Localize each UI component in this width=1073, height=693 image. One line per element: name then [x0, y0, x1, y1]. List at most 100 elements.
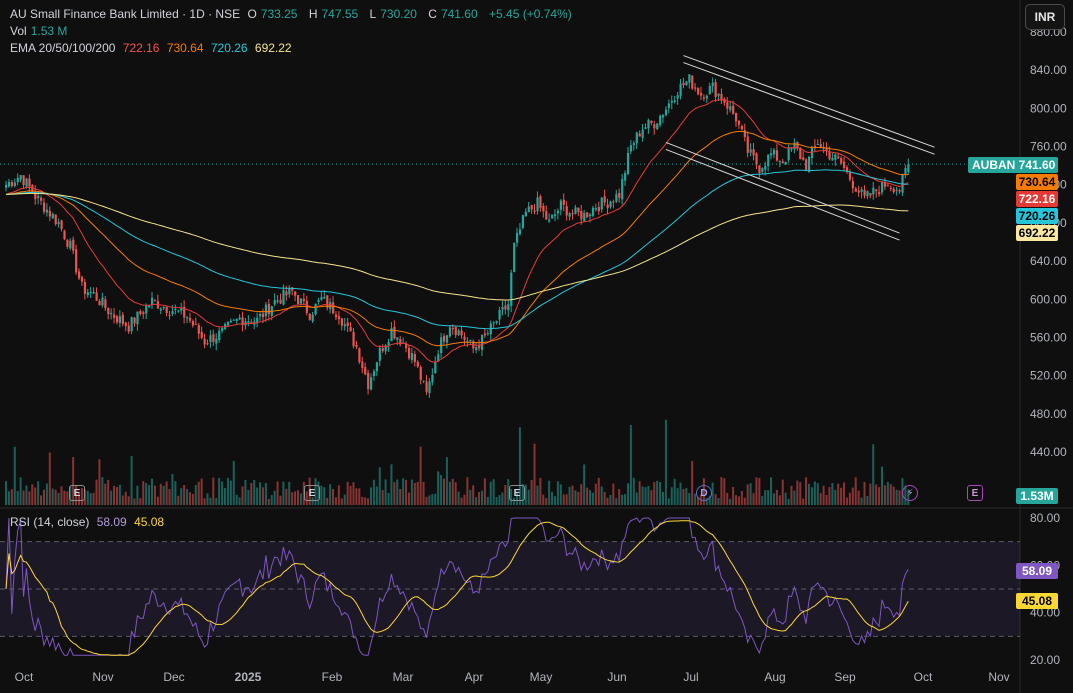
candle-body [886, 185, 890, 187]
volume-bar [151, 478, 153, 505]
volume-bar [51, 488, 54, 505]
candle-body [183, 306, 186, 318]
candle-body [670, 101, 673, 103]
candle-body [177, 310, 180, 312]
volume-bar [688, 493, 691, 505]
earnings-icon[interactable]: E [69, 485, 85, 501]
volume-bar [323, 487, 326, 505]
volume-bar [559, 484, 562, 505]
candle-body [516, 232, 519, 243]
candle-body [282, 289, 285, 305]
volume-bar [808, 483, 810, 505]
volume-bar [127, 496, 130, 505]
candle-body [302, 298, 306, 301]
candle-body [121, 314, 124, 324]
volume-bar [45, 483, 48, 505]
time-axis-label: Mar [393, 670, 414, 684]
earnings-icon[interactable]: E [509, 485, 525, 501]
candle-body [600, 197, 603, 210]
candle-body [136, 311, 139, 325]
earnings-icon[interactable]: E [304, 485, 320, 501]
volume-bar [98, 459, 101, 505]
volume-bar [840, 487, 843, 505]
candle-body [69, 240, 72, 249]
low-value: 730.20 [380, 7, 417, 21]
volume-bar [810, 487, 813, 505]
candle-body [513, 242, 516, 273]
volume-bar [609, 494, 612, 505]
candle-body [311, 314, 314, 322]
volume-bar [267, 498, 270, 505]
candle-body [635, 132, 638, 144]
volume-bar [501, 492, 504, 505]
volume-bar [478, 492, 481, 505]
rsi-line [5, 517, 909, 656]
volume-bar [673, 478, 676, 505]
volume-bar [819, 493, 822, 505]
candle-body [524, 211, 527, 217]
candle-body [717, 93, 720, 96]
candle-body [60, 220, 63, 230]
candle-body [840, 158, 843, 164]
dividend-icon[interactable]: D [696, 485, 712, 501]
volume-bar [311, 497, 314, 505]
time-axis-label: 2025 [235, 670, 262, 684]
volume-bar [191, 493, 194, 505]
volume-tag: 1.53M [1016, 488, 1058, 504]
volume-bar [749, 483, 752, 505]
candle-body [892, 188, 895, 193]
volume-bar [445, 457, 448, 505]
candle-body [553, 214, 557, 217]
volume-bar [153, 485, 156, 505]
volume-bar [238, 497, 241, 505]
candle-body [405, 343, 408, 349]
volume-bar [679, 482, 682, 505]
volume-bar [60, 486, 63, 505]
volume-bar [574, 490, 577, 505]
candle-body [711, 82, 714, 87]
candle-body [407, 347, 411, 359]
candle-body [221, 327, 224, 332]
price-axis-label: 560.00 [1030, 330, 1067, 344]
candle-body [866, 191, 869, 197]
time-axis-label: Dec [163, 670, 184, 684]
candle-body [232, 319, 235, 321]
candle-body [685, 81, 688, 86]
volume-bar [37, 481, 40, 505]
candle-body [186, 317, 189, 319]
volume-bar [115, 486, 118, 505]
volume-bar [697, 497, 700, 505]
flash-icon[interactable]: ⚡ [902, 485, 918, 501]
symbol-title[interactable]: AU Small Finance Bank Limited · 1D · NSE [10, 7, 241, 21]
currency-button[interactable]: INR [1025, 4, 1065, 30]
volume-bar [594, 483, 597, 505]
volume-bar [314, 478, 317, 505]
price-axis-label: 800.00 [1030, 101, 1067, 115]
candle-body [758, 165, 761, 174]
candle-body [857, 190, 860, 193]
candle-body [816, 143, 819, 145]
ema100-line [5, 169, 909, 330]
price-axis-label: 840.00 [1030, 63, 1067, 77]
volume-bar [629, 424, 632, 505]
volume-bar [682, 488, 685, 505]
candle-body [638, 133, 641, 137]
volume-bar [370, 487, 372, 505]
candle-body [626, 153, 630, 174]
candle-body [285, 291, 288, 296]
candle-body [589, 214, 592, 217]
candle-body [810, 147, 814, 159]
volume-bar [653, 482, 656, 505]
volume-bar [694, 493, 697, 505]
candle-body [843, 161, 846, 169]
upcoming-earnings-icon[interactable]: E [967, 485, 983, 501]
candle-body [75, 249, 78, 273]
volume-bar [440, 474, 443, 505]
candle-body [153, 299, 157, 301]
candle-body [66, 239, 69, 247]
volume-bar [562, 494, 565, 505]
candle-body [48, 210, 51, 217]
volume-bar [524, 484, 527, 505]
candle-body [332, 302, 335, 314]
